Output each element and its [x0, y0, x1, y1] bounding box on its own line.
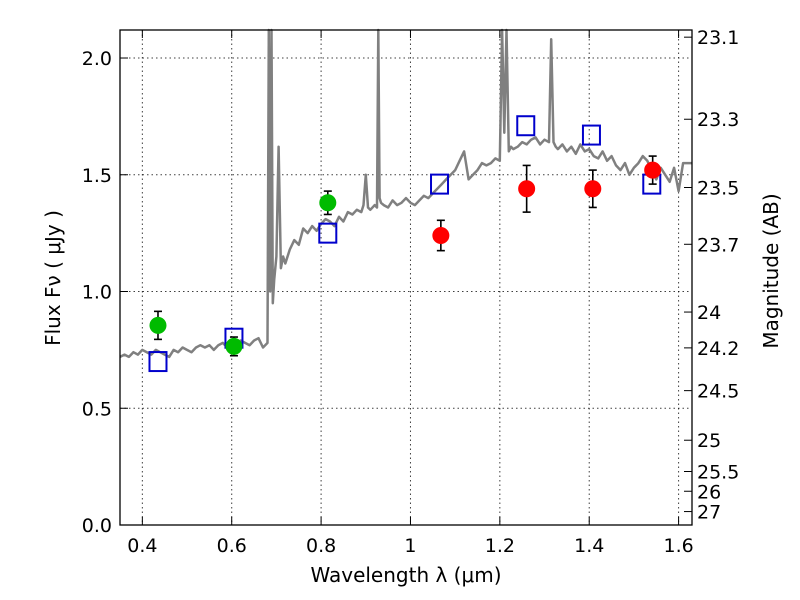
grid-lines [120, 30, 692, 526]
y2-tick-label: 24.2 [697, 338, 739, 360]
spectrum-layer [119, 28, 692, 359]
model-square [148, 351, 168, 373]
red-data-point [432, 226, 450, 244]
model-square [581, 124, 601, 146]
axis-ticks [120, 30, 692, 526]
model-square [430, 173, 450, 195]
x-tick-label: 0.6 [217, 535, 247, 557]
error-bars [153, 155, 657, 357]
y-axis-label: Flux Fν ( μJy ) [41, 210, 65, 346]
model-square [516, 115, 536, 137]
y-tick-label: 0.5 [82, 398, 112, 420]
y2-tick-label: 23.7 [697, 234, 739, 256]
y2-tick-label: 23.1 [697, 27, 739, 49]
plot-frame [119, 29, 693, 526]
x-tick-label: 1.6 [663, 535, 693, 557]
y2-tick-label: 24 [697, 302, 721, 324]
x-tick-label: 0.8 [306, 535, 336, 557]
red-data-point [644, 161, 662, 179]
green-data-point [149, 316, 167, 334]
x-tick-label: 1 [404, 535, 416, 557]
spectrum-line [119, 28, 692, 359]
x-tick-labels: 0.4 0.6 0.8 1 1.2 1.4 1.6 [127, 535, 693, 557]
y-tick-label: 0.0 [82, 515, 112, 537]
y-tick-label: 2.0 [82, 48, 112, 70]
model-squares [148, 115, 662, 373]
model-square [318, 222, 338, 244]
y2-tick-label: 23.3 [697, 109, 739, 131]
x-tick-label: 0.4 [127, 535, 157, 557]
y2-tick-label: 23.5 [697, 178, 739, 200]
x-axis-label: Wavelength λ (μm) [310, 563, 501, 587]
photometry-points [149, 161, 662, 355]
green-data-point [319, 194, 337, 212]
y-tick-label: 1.5 [82, 165, 112, 187]
x-tick-label: 1.2 [485, 535, 515, 557]
y2-axis-label: Magnitude (AB) [759, 193, 783, 348]
y2-tick-label: 26 [697, 481, 721, 503]
y-tick-label: 1.0 [82, 282, 112, 304]
green-data-point [225, 337, 243, 355]
y2-tick-label: 24.5 [697, 381, 739, 403]
y2-tick-label: 25.5 [697, 462, 739, 484]
x-tick-label: 1.4 [574, 535, 604, 557]
red-data-point [518, 180, 536, 198]
y-tick-labels: 0.0 0.5 1.0 1.5 2.0 [82, 48, 112, 537]
y2-tick-label: 27 [697, 502, 721, 524]
red-data-point [584, 180, 602, 198]
y2-tick-label: 25 [697, 430, 721, 452]
